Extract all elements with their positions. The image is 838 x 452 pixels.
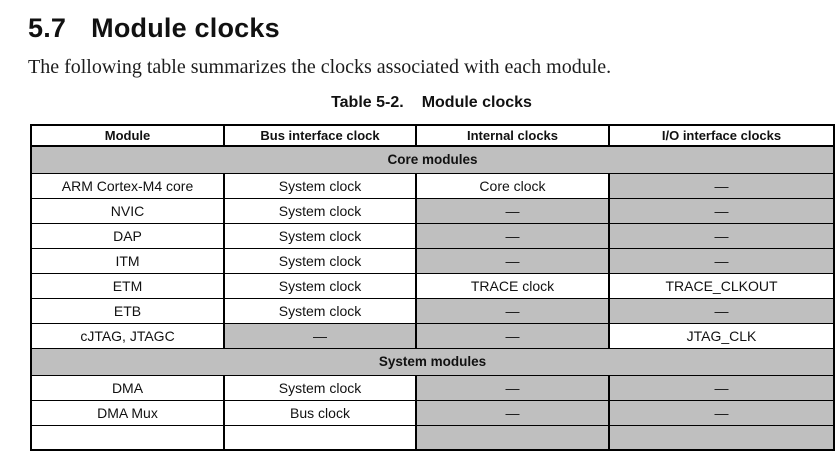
clock-cell: System clock	[223, 247, 417, 274]
column-header-bus-interface-clock: Bus interface clock	[223, 124, 417, 147]
section-heading: 5.7 Module clocks	[28, 13, 280, 44]
clock-cell: —	[415, 247, 610, 274]
clock-cell: —	[415, 222, 610, 249]
table-row	[30, 424, 835, 451]
module-cell: DMA	[30, 374, 225, 401]
intro-paragraph: The following table summarizes the clock…	[28, 56, 612, 78]
module-cell: DMA Mux	[30, 399, 225, 426]
table-row: ITM System clock — —	[30, 247, 835, 274]
table-caption-title: Module clocks	[421, 94, 532, 111]
section-row: Core modules	[30, 145, 835, 174]
table-row: ETB System clock — —	[30, 297, 835, 324]
header-row: Module Bus interface clock Internal cloc…	[30, 124, 835, 147]
section-label: Core modules	[30, 145, 835, 174]
clock-cell: TRACE_CLKOUT	[608, 272, 835, 299]
clock-cell: —	[608, 197, 835, 224]
table-body: Core modules ARM Cortex-M4 core System clo…	[30, 145, 835, 451]
module-cell: ETB	[30, 297, 225, 324]
clock-cell: System clock	[223, 222, 417, 249]
table-row: NVIC System clock — —	[30, 197, 835, 224]
table-header: Module Bus interface clock Internal cloc…	[30, 124, 835, 147]
clock-cell: System clock	[223, 172, 417, 199]
section-label: System modules	[30, 347, 835, 376]
clock-cell: —	[415, 322, 610, 349]
table-row: DAP System clock — —	[30, 222, 835, 249]
table-row: ARM Cortex-M4 core System clock Core clock…	[30, 172, 835, 199]
table-row: ETM System clock TRACE clock TRACE_CLKOUT	[30, 272, 835, 299]
clock-cell: JTAG_CLK	[608, 322, 835, 349]
section-row: System modules	[30, 347, 835, 376]
clock-cell: —	[415, 399, 610, 426]
clock-cell: Core clock	[415, 172, 610, 199]
clock-cell: System clock	[223, 272, 417, 299]
column-header-internal-clocks: Internal clocks	[415, 124, 610, 147]
module-cell: ETM	[30, 272, 225, 299]
table-caption: Table 5-2. Module clocks	[30, 94, 833, 112]
clock-cell: —	[608, 297, 835, 324]
clock-cell	[415, 424, 610, 451]
clock-cell: —	[415, 297, 610, 324]
clock-cell: —	[608, 222, 835, 249]
module-cell: NVIC	[30, 197, 225, 224]
clock-cell: —	[608, 172, 835, 199]
clock-cell: —	[415, 197, 610, 224]
clock-cell: Bus clock	[223, 399, 417, 426]
section-title: Module clocks	[91, 13, 280, 43]
clock-cell: TRACE clock	[415, 272, 610, 299]
clock-cell: System clock	[223, 297, 417, 324]
clock-cell	[608, 424, 835, 451]
clock-cell: —	[608, 374, 835, 401]
clock-cell: —	[608, 399, 835, 426]
clock-cell: System clock	[223, 197, 417, 224]
table-row: cJTAG, JTAGC — — JTAG_CLK	[30, 322, 835, 349]
section-number: 5.7	[28, 13, 67, 43]
module-cell: ARM Cortex-M4 core	[30, 172, 225, 199]
clock-cell: —	[223, 322, 417, 349]
module-cell	[30, 424, 225, 451]
module-cell: cJTAG, JTAGC	[30, 322, 225, 349]
table-row: DMA Mux Bus clock — —	[30, 399, 835, 426]
module-clocks-table: Module Bus interface clock Internal cloc…	[30, 124, 835, 451]
module-cell: ITM	[30, 247, 225, 274]
column-header-io-interface-clocks: I/O interface clocks	[608, 124, 835, 147]
clock-cell: —	[608, 247, 835, 274]
clock-cell	[223, 424, 417, 451]
table-caption-label: Table 5-2.	[331, 94, 404, 111]
table-row: DMA System clock — —	[30, 374, 835, 401]
clock-cell: System clock	[223, 374, 417, 401]
clock-cell: —	[415, 374, 610, 401]
module-cell: DAP	[30, 222, 225, 249]
column-header-module: Module	[30, 124, 225, 147]
